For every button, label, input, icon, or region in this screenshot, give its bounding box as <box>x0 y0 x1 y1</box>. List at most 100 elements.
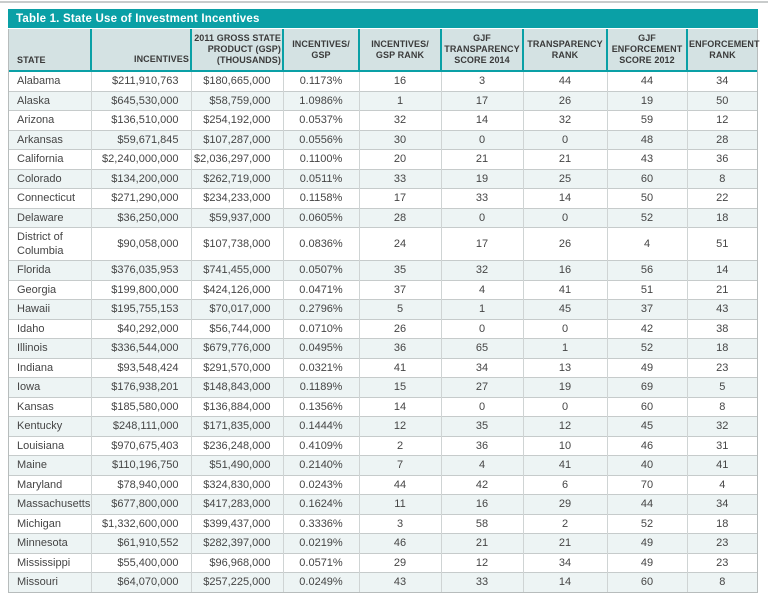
cell-state: District of Columbia <box>9 227 91 261</box>
cell-gsp: $257,225,000 <box>190 572 283 592</box>
cell-state: Hawaii <box>9 299 91 319</box>
cell-inc_gsp_rank: 2 <box>358 435 441 456</box>
cell-gsp: $2,036,297,000 <box>190 149 283 169</box>
cell-state: Arizona <box>9 110 91 130</box>
cell-gsp: $399,437,000 <box>190 513 283 534</box>
cell-incentives: $376,035,953 <box>90 260 191 280</box>
cell-gjf_enforcement_score_2012: 49 <box>606 552 687 573</box>
cell-gjf_enforcement_score_2012: 40 <box>606 455 687 475</box>
cell-incentives: $2,240,000,000 <box>90 149 191 169</box>
cell-transparency_rank: 41 <box>522 455 607 475</box>
cell-inc_gsp_rank: 26 <box>358 318 441 339</box>
cell-enforcement_rank: 51 <box>686 227 757 261</box>
table-row: Michigan $1,332,600,000 $399,437,000 0.3336… <box>9 513 757 534</box>
cell-gsp: $56,744,000 <box>190 318 283 339</box>
table-row: Minnesota $61,910,552 $282,397,000 0.0219% 4… <box>9 533 757 553</box>
cell-inc_gsp: 0.0605% <box>282 207 359 228</box>
cell-transparency_rank: 44 <box>522 71 607 91</box>
cell-transparency_rank: 14 <box>522 572 607 592</box>
cell-state: Minnesota <box>9 533 91 553</box>
cell-gjf_transparency_score_2014: 0 <box>440 129 523 150</box>
cell-incentives: $59,671,845 <box>90 129 191 150</box>
cell-inc_gsp_rank: 41 <box>358 357 441 378</box>
cell-inc_gsp_rank: 17 <box>358 188 441 208</box>
cell-inc_gsp: 0.3336% <box>282 513 359 534</box>
cell-inc_gsp: 0.1624% <box>282 494 359 514</box>
cell-gjf_enforcement_score_2012: 69 <box>606 377 687 397</box>
cell-gjf_transparency_score_2014: 4 <box>440 279 523 300</box>
cell-gjf_enforcement_score_2012: 42 <box>606 318 687 339</box>
cell-gjf_transparency_score_2014: 32 <box>440 260 523 280</box>
cell-gsp: $262,719,000 <box>190 168 283 189</box>
cell-incentives: $195,755,153 <box>90 299 191 319</box>
cell-inc_gsp: 0.0507% <box>282 260 359 280</box>
cell-gsp: $107,287,000 <box>190 129 283 150</box>
cell-inc_gsp_rank: 43 <box>358 572 441 592</box>
cell-enforcement_rank: 14 <box>686 260 757 280</box>
cell-gjf_transparency_score_2014: 27 <box>440 377 523 397</box>
cell-gjf_transparency_score_2014: 36 <box>440 435 523 456</box>
cell-incentives: $677,800,000 <box>90 494 191 514</box>
cell-transparency_rank: 12 <box>522 416 607 436</box>
cell-inc_gsp_rank: 46 <box>358 533 441 553</box>
cell-gjf_transparency_score_2014: 42 <box>440 474 523 495</box>
cell-gjf_transparency_score_2014: 35 <box>440 416 523 436</box>
cell-enforcement_rank: 18 <box>686 207 757 228</box>
table-row: Missouri $64,070,000 $257,225,000 0.0249% 43… <box>9 572 757 592</box>
cell-incentives: $64,070,000 <box>90 572 191 592</box>
cell-gjf_enforcement_score_2012: 44 <box>606 71 687 91</box>
table-row: Illinois $336,544,000 $679,776,000 0.0495% 3… <box>9 338 757 358</box>
cell-gjf_transparency_score_2014: 4 <box>440 455 523 475</box>
table-row: Colorado $134,200,000 $262,719,000 0.0511% 3… <box>9 168 757 189</box>
cell-inc_gsp: 0.2140% <box>282 455 359 475</box>
cell-gjf_enforcement_score_2012: 43 <box>606 149 687 169</box>
cell-gsp: $236,248,000 <box>190 435 283 456</box>
table-row: Georgia $199,800,000 $424,126,000 0.0471% 37… <box>9 279 757 300</box>
cell-inc_gsp: 0.0571% <box>282 552 359 573</box>
cell-gsp: $136,884,000 <box>190 396 283 417</box>
cell-transparency_rank: 1 <box>522 338 607 358</box>
table-row: Alabama $211,910,763 $180,665,000 0.1173% 16… <box>9 71 757 91</box>
cell-inc_gsp: 0.1100% <box>282 149 359 169</box>
cell-state: Florida <box>9 260 91 280</box>
cell-gjf_enforcement_score_2012: 48 <box>606 129 687 150</box>
cell-incentives: $136,510,000 <box>90 110 191 130</box>
incentives-table: STATE INCENTIVES 2011 GROSS STATE PRODUCT … <box>9 29 760 592</box>
cell-incentives: $970,675,403 <box>90 435 191 456</box>
cell-incentives: $134,200,000 <box>90 168 191 189</box>
cell-gsp: $171,835,000 <box>190 416 283 436</box>
cell-gjf_enforcement_score_2012: 52 <box>606 513 687 534</box>
cell-gjf_transparency_score_2014: 21 <box>440 149 523 169</box>
cell-transparency_rank: 29 <box>522 494 607 514</box>
cell-incentives: $110,196,750 <box>90 455 191 475</box>
cell-transparency_rank: 32 <box>522 110 607 130</box>
cell-inc_gsp: 0.1189% <box>282 377 359 397</box>
cell-gjf_enforcement_score_2012: 37 <box>606 299 687 319</box>
cell-transparency_rank: 2 <box>522 513 607 534</box>
cell-state: Alaska <box>9 90 91 111</box>
cell-incentives: $176,938,201 <box>90 377 191 397</box>
cell-enforcement_rank: 34 <box>686 71 757 91</box>
cell-state: Idaho <box>9 318 91 339</box>
cell-state: Massachusetts <box>9 494 91 514</box>
cell-enforcement_rank: 21 <box>686 279 757 300</box>
cell-gsp: $148,843,000 <box>190 377 283 397</box>
cell-gjf_enforcement_score_2012: 44 <box>606 494 687 514</box>
cell-transparency_rank: 19 <box>522 377 607 397</box>
table-row: Iowa $176,938,201 $148,843,000 0.1189% 15 27 1… <box>9 377 757 397</box>
cell-incentives: $55,400,000 <box>90 552 191 573</box>
cell-state: Connecticut <box>9 188 91 208</box>
table-row: Indiana $93,548,424 $291,570,000 0.0321% 41 3… <box>9 357 757 378</box>
report-table-page: Table 1. State Use of Investment Incenti… <box>8 9 760 593</box>
cell-state: Georgia <box>9 279 91 300</box>
cell-inc_gsp: 0.0556% <box>282 129 359 150</box>
cell-gjf_transparency_score_2014: 16 <box>440 494 523 514</box>
cell-gsp: $282,397,000 <box>190 533 283 553</box>
cell-transparency_rank: 25 <box>522 168 607 189</box>
cell-incentives: $211,910,763 <box>90 71 191 91</box>
cell-inc_gsp: 0.1173% <box>282 71 359 91</box>
cell-incentives: $61,910,552 <box>90 533 191 553</box>
cell-gjf_transparency_score_2014: 12 <box>440 552 523 573</box>
cell-state: Arkansas <box>9 129 91 150</box>
column-header-inc_gsp_rank: INCENTIVES/ GSP RANK <box>358 29 441 72</box>
